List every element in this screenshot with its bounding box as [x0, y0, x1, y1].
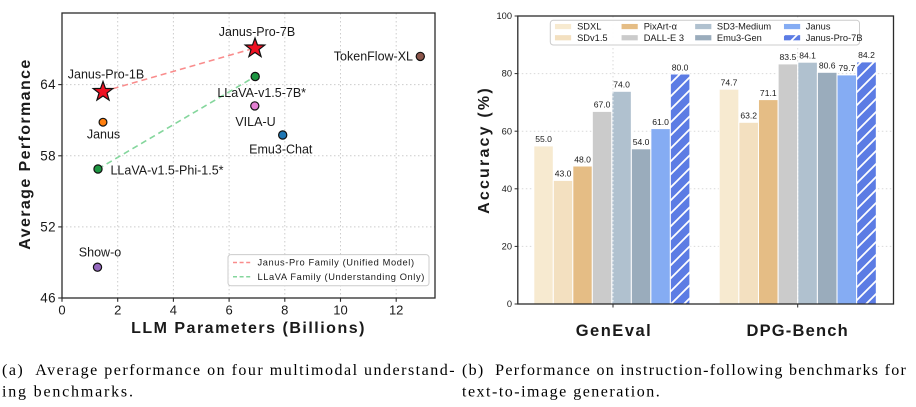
- svg-text:Janus-Pro-1B: Janus-Pro-1B: [68, 67, 144, 81]
- svg-text:0: 0: [58, 303, 65, 318]
- svg-text:2: 2: [114, 303, 121, 318]
- svg-text:Emu3-Chat: Emu3-Chat: [249, 143, 313, 157]
- svg-text:(a) Average performance on fo: (a) Average performance on four multimod…: [2, 362, 456, 379]
- svg-text:58: 58: [40, 148, 56, 163]
- svg-text:52: 52: [40, 220, 56, 235]
- svg-text:80: 80: [502, 69, 512, 79]
- svg-text:63.2: 63.2: [740, 111, 757, 121]
- svg-text:46: 46: [40, 291, 56, 306]
- svg-text:LLM Parameters (Billions): LLM Parameters (Billions): [131, 320, 366, 337]
- svg-text:80.6: 80.6: [819, 61, 836, 71]
- svg-text:79.7: 79.7: [839, 63, 856, 73]
- svg-text:LLaVA-v1.5-Phi-1.5*: LLaVA-v1.5-Phi-1.5*: [110, 163, 223, 177]
- svg-text:84.2: 84.2: [858, 50, 875, 60]
- svg-text:Janus-Pro-7B: Janus-Pro-7B: [219, 25, 295, 39]
- svg-text:LLaVA-v1.5-7B*: LLaVA-v1.5-7B*: [217, 86, 306, 100]
- svg-text:Show-o: Show-o: [79, 245, 121, 259]
- svg-text:Emu3-Gen: Emu3-Gen: [717, 33, 762, 43]
- svg-text:VILA-U: VILA-U: [235, 115, 275, 129]
- svg-text:60: 60: [502, 126, 512, 136]
- svg-text:8: 8: [281, 303, 288, 318]
- svg-text:ing benchmarks.: ing benchmarks.: [2, 384, 135, 401]
- svg-text:12: 12: [389, 303, 403, 318]
- svg-text:67.0: 67.0: [594, 100, 611, 110]
- svg-text:Janus-Pro Family (Unified Mode: Janus-Pro Family (Unified Model): [258, 258, 415, 268]
- svg-text:48.0: 48.0: [574, 154, 591, 164]
- svg-text:DPG-Bench: DPG-Bench: [746, 322, 848, 340]
- svg-text:LLaVA Family (Understanding On: LLaVA Family (Understanding Only): [258, 272, 425, 282]
- svg-text:Average Performance: Average Performance: [17, 58, 34, 249]
- svg-text:64: 64: [40, 77, 56, 92]
- svg-text:Accuracy (%): Accuracy (%): [476, 86, 493, 214]
- svg-text:74.0: 74.0: [613, 80, 630, 90]
- svg-text:0: 0: [507, 299, 512, 309]
- svg-text:83.5: 83.5: [780, 52, 797, 62]
- svg-text:84.1: 84.1: [799, 51, 816, 61]
- svg-text:DALL-E 3: DALL-E 3: [644, 33, 684, 43]
- svg-text:20: 20: [502, 242, 512, 252]
- svg-text:Janus: Janus: [806, 22, 831, 32]
- svg-text:(b) Performance on instructio: (b) Performance on instruction-following…: [462, 362, 907, 379]
- svg-text:Janus-Pro-7B: Janus-Pro-7B: [806, 33, 863, 43]
- svg-text:61.0: 61.0: [652, 117, 669, 127]
- svg-text:6: 6: [225, 303, 232, 318]
- svg-text:80.0: 80.0: [672, 62, 689, 72]
- svg-text:SD3-Medium: SD3-Medium: [717, 22, 772, 32]
- svg-text:Janus: Janus: [87, 127, 120, 141]
- svg-text:GenEval: GenEval: [576, 322, 653, 340]
- svg-text:55.0: 55.0: [535, 134, 552, 144]
- svg-text:54.0: 54.0: [633, 137, 650, 147]
- svg-text:SDXL: SDXL: [577, 22, 601, 32]
- svg-text:100: 100: [496, 11, 512, 21]
- svg-text:PixArt-α: PixArt-α: [644, 22, 678, 32]
- svg-text:40: 40: [502, 184, 512, 194]
- svg-text:74.7: 74.7: [721, 78, 738, 88]
- svg-text:TokenFlow-XL: TokenFlow-XL: [334, 49, 413, 63]
- svg-text:4: 4: [170, 303, 177, 318]
- svg-text:10: 10: [333, 303, 347, 318]
- svg-text:71.1: 71.1: [760, 88, 777, 98]
- svg-text:text-to-image generation.: text-to-image generation.: [462, 384, 661, 401]
- svg-text:SDv1.5: SDv1.5: [577, 33, 608, 43]
- svg-text:43.0: 43.0: [555, 169, 572, 179]
